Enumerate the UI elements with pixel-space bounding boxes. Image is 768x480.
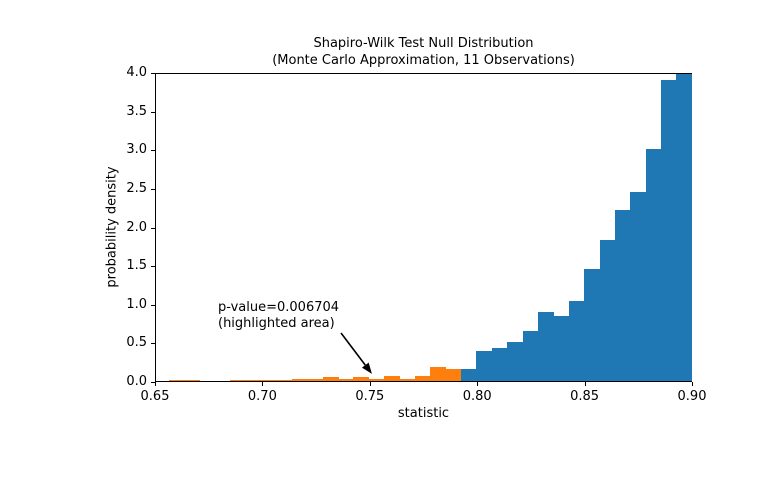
histogram-bar-highlighted — [322, 376, 339, 381]
histogram-bar-highlighted — [291, 378, 308, 381]
y-tick — [151, 111, 155, 113]
histogram-bar-highlighted — [368, 378, 385, 381]
histogram-bar-highlighted — [414, 375, 431, 381]
histogram-bar — [507, 342, 524, 381]
x-tick-label: 0.65 — [140, 389, 170, 404]
y-tick-label: 0.5 — [126, 335, 147, 351]
y-tick — [151, 188, 155, 190]
y-tick — [151, 304, 155, 306]
histogram-bar — [614, 209, 631, 381]
y-tick — [151, 382, 155, 383]
y-tick — [151, 150, 155, 152]
histogram-bar-highlighted — [430, 367, 447, 381]
histogram-bar-highlighted — [261, 379, 278, 381]
histogram-bar — [553, 316, 570, 381]
chart-title: Shapiro-Wilk Test Null Distribution (Mon… — [155, 35, 692, 69]
y-tick — [151, 227, 155, 229]
y-tick-label: 0.0 — [126, 374, 147, 389]
y-tick-label: 3.0 — [126, 142, 147, 158]
x-tick-label: 0.75 — [355, 389, 385, 404]
plot-area — [155, 73, 693, 382]
chart-title-line1: Shapiro-Wilk Test Null Distribution — [313, 36, 534, 51]
x-tick-label: 0.70 — [247, 389, 277, 404]
chart-title-line2: (Monte Carlo Approximation, 11 Observati… — [272, 53, 575, 68]
histogram-bar-highlighted — [445, 369, 462, 381]
histogram-bar — [630, 191, 647, 381]
y-tick-label: 1.0 — [126, 296, 147, 312]
y-tick-label: 4.0 — [126, 65, 147, 80]
x-tick — [369, 382, 371, 386]
histogram-bar — [645, 149, 662, 381]
histogram-bar-highlighted — [168, 379, 185, 381]
histogram-bar — [491, 347, 508, 381]
y-tick-label: 2.5 — [126, 180, 147, 196]
histogram-bar — [522, 330, 539, 381]
y-tick-label: 1.5 — [126, 258, 147, 274]
x-tick-label: 0.90 — [677, 389, 707, 404]
histogram-bar — [661, 79, 677, 381]
p-value-annotation: p-value=0.006704 (highlighted area) — [218, 300, 339, 332]
x-axis-label: statistic — [397, 406, 450, 421]
histogram-bar — [476, 350, 493, 381]
histogram-bar-highlighted — [230, 379, 247, 381]
histogram-bar — [599, 240, 616, 381]
histogram-bar-highlighted — [353, 376, 370, 381]
y-tick — [151, 343, 155, 345]
y-tick-label: 2.0 — [126, 219, 147, 235]
x-tick — [262, 382, 264, 386]
histogram-bar-highlighted — [384, 375, 401, 381]
x-tick — [155, 382, 156, 386]
x-tick-label: 0.80 — [462, 389, 492, 404]
histogram-bar — [584, 269, 600, 381]
x-tick — [584, 382, 586, 386]
histogram-bar-highlighted — [245, 379, 262, 381]
p-value-annotation-line2: (highlighted area) — [218, 316, 335, 331]
histogram-bar-highlighted — [399, 378, 416, 381]
y-tick — [151, 73, 155, 74]
histogram-bar-highlighted — [307, 378, 324, 381]
x-tick — [692, 382, 693, 386]
histogram-bar-highlighted — [338, 378, 354, 381]
histogram-bar — [538, 312, 554, 381]
histogram-bar — [676, 74, 693, 381]
y-tick — [151, 266, 155, 268]
x-tick-label: 0.85 — [570, 389, 600, 404]
y-tick-label: 3.5 — [126, 103, 147, 119]
histogram-bar-highlighted — [184, 379, 201, 381]
x-tick — [477, 382, 479, 386]
histogram-bar — [461, 369, 477, 381]
histogram-bar — [568, 300, 585, 381]
histogram-bar-highlighted — [276, 379, 293, 381]
p-value-annotation-line1: p-value=0.006704 — [218, 300, 340, 315]
